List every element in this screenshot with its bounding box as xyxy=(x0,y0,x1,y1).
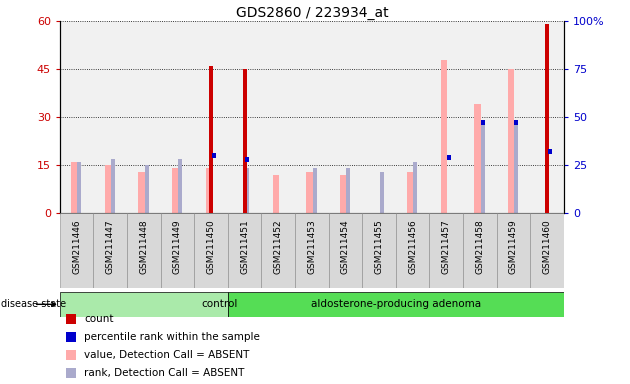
Bar xyxy=(77,162,81,213)
Bar xyxy=(93,21,127,213)
Bar xyxy=(447,155,451,160)
Text: GSM211455: GSM211455 xyxy=(375,219,384,274)
Text: value, Detection Call = ABSENT: value, Detection Call = ABSENT xyxy=(84,350,249,360)
Text: aldosterone-producing adenoma: aldosterone-producing adenoma xyxy=(311,299,481,310)
Bar xyxy=(205,168,212,213)
Bar xyxy=(514,121,518,125)
Bar xyxy=(144,165,149,213)
Text: rank, Detection Call = ABSENT: rank, Detection Call = ABSENT xyxy=(84,368,245,378)
Bar xyxy=(547,149,552,154)
Text: percentile rank within the sample: percentile rank within the sample xyxy=(84,332,260,342)
Bar xyxy=(228,213,261,288)
Bar xyxy=(93,213,127,288)
Bar xyxy=(474,104,481,213)
Bar xyxy=(161,21,194,213)
Bar xyxy=(340,175,346,213)
Bar xyxy=(329,213,362,288)
Bar xyxy=(127,21,161,213)
Bar xyxy=(161,213,194,288)
Bar xyxy=(530,21,564,213)
Bar xyxy=(362,213,396,288)
Bar xyxy=(463,213,496,288)
Bar xyxy=(441,60,447,213)
Bar xyxy=(329,21,362,213)
Text: GSM211456: GSM211456 xyxy=(408,219,417,274)
Bar xyxy=(413,162,417,213)
Bar xyxy=(346,168,350,213)
Bar xyxy=(396,213,430,288)
Text: GSM211447: GSM211447 xyxy=(106,219,115,274)
Bar xyxy=(245,157,249,162)
Text: GSM211453: GSM211453 xyxy=(307,219,316,274)
Bar xyxy=(60,213,93,288)
Bar xyxy=(273,175,279,213)
Bar xyxy=(496,21,530,213)
Bar xyxy=(508,69,514,213)
Title: GDS2860 / 223934_at: GDS2860 / 223934_at xyxy=(236,6,388,20)
Bar xyxy=(463,21,496,213)
Bar xyxy=(178,159,182,213)
Text: GSM211452: GSM211452 xyxy=(274,219,283,274)
Text: disease state: disease state xyxy=(1,299,66,310)
Bar xyxy=(194,21,228,213)
Text: GSM211450: GSM211450 xyxy=(207,219,215,274)
Bar xyxy=(295,213,329,288)
Bar xyxy=(60,292,228,317)
Text: control: control xyxy=(201,299,238,310)
Bar xyxy=(261,213,295,288)
Text: count: count xyxy=(84,314,114,324)
Bar xyxy=(127,213,161,288)
Text: GSM211448: GSM211448 xyxy=(139,219,148,274)
Bar xyxy=(261,21,295,213)
Bar xyxy=(481,124,484,213)
Bar xyxy=(105,165,111,213)
Bar xyxy=(209,66,213,213)
Bar xyxy=(111,159,115,213)
Bar xyxy=(496,213,530,288)
Bar xyxy=(228,292,564,317)
Text: GSM211458: GSM211458 xyxy=(476,219,484,274)
Bar xyxy=(295,21,329,213)
Bar xyxy=(212,153,215,158)
Bar xyxy=(514,124,518,213)
Text: GSM211459: GSM211459 xyxy=(509,219,518,274)
Bar xyxy=(139,172,144,213)
Bar xyxy=(172,168,178,213)
Bar xyxy=(430,21,463,213)
Text: GSM211451: GSM211451 xyxy=(240,219,249,274)
Bar xyxy=(362,21,396,213)
Bar xyxy=(396,21,430,213)
Bar xyxy=(312,168,316,213)
Bar xyxy=(245,168,249,213)
Bar xyxy=(481,121,484,125)
Bar xyxy=(530,213,564,288)
Bar xyxy=(430,213,463,288)
Text: GSM211446: GSM211446 xyxy=(72,219,81,274)
Bar xyxy=(194,213,228,288)
Bar xyxy=(243,69,247,213)
Text: GSM211454: GSM211454 xyxy=(341,219,350,274)
Bar xyxy=(228,21,261,213)
Text: GSM211457: GSM211457 xyxy=(442,219,450,274)
Bar xyxy=(380,172,384,213)
Bar xyxy=(71,162,77,213)
Text: GSM211449: GSM211449 xyxy=(173,219,182,274)
Bar xyxy=(545,24,549,213)
Bar xyxy=(306,172,312,213)
Text: GSM211460: GSM211460 xyxy=(542,219,551,274)
Bar xyxy=(60,21,93,213)
Bar xyxy=(407,172,413,213)
